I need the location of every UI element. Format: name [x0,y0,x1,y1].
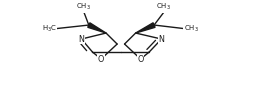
Text: CH$_3$: CH$_3$ [156,2,171,12]
Text: O: O [137,54,144,64]
Text: N: N [78,35,84,44]
Text: H$_3$C: H$_3$C [42,23,57,34]
Text: CH$_3$: CH$_3$ [184,23,199,34]
Polygon shape [88,23,106,33]
Text: N: N [158,35,164,44]
Polygon shape [136,23,155,33]
Text: CH$_3$: CH$_3$ [76,2,91,12]
Text: O: O [98,54,104,64]
